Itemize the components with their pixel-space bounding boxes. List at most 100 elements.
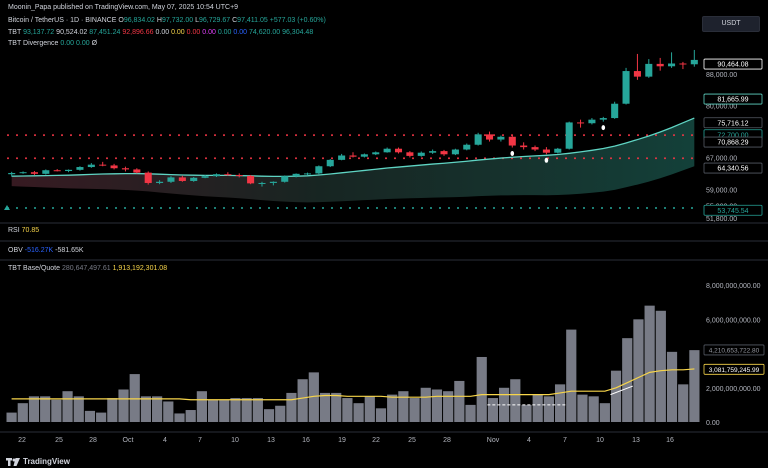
support-dot <box>502 207 504 210</box>
resistance-dot <box>547 134 549 137</box>
support-dot <box>655 207 657 210</box>
time-tick: 16 <box>666 437 674 444</box>
resistance-dot <box>610 157 612 160</box>
support-dot <box>367 207 369 210</box>
resistance-dot <box>79 157 81 160</box>
volume-bar <box>633 319 644 422</box>
publisher-line: Moonin_Papa published on TradingView.com… <box>8 4 239 11</box>
tradingview-brand[interactable]: TradingView <box>6 457 70 466</box>
currency-button[interactable]: USDT <box>702 16 760 32</box>
resistance-dot <box>43 134 45 137</box>
rsi-legend[interactable]: RSI 70.85 <box>8 227 39 234</box>
support-dot <box>142 207 144 210</box>
time-tick: 13 <box>267 437 275 444</box>
volume-bar <box>420 387 431 422</box>
candle-body <box>326 159 334 167</box>
support-dot <box>358 207 360 210</box>
divergence-name[interactable]: TBT Divergence <box>8 40 59 47</box>
volume-bar <box>521 404 532 422</box>
base-quote-legend[interactable]: TBT Base/Quote 280,647,497.61 1,913,192,… <box>8 265 167 272</box>
resistance-dot <box>16 157 18 160</box>
tbt-legend[interactable]: TBT 93,137.72 90,524.02 87,451.24 92,896… <box>8 28 313 37</box>
tbt-value: 0.00 <box>217 29 232 36</box>
support-dot <box>484 207 486 210</box>
candle-body <box>383 148 391 153</box>
symbol-name[interactable]: Bitcoin / TetherUS · 1D · BINANCE <box>8 17 117 24</box>
volume-bar <box>689 350 700 422</box>
resistance-dot <box>646 134 648 137</box>
volume-bar <box>510 379 521 422</box>
support-dot <box>25 207 27 210</box>
candle-body <box>247 175 255 184</box>
volume-bar <box>678 384 689 422</box>
resistance-dot <box>232 157 234 160</box>
price-badge-label: 75,716.12 <box>717 120 748 127</box>
resistance-dot <box>619 157 621 160</box>
support-dot <box>340 207 342 210</box>
resistance-dot <box>628 157 630 160</box>
volume-bar <box>387 394 398 422</box>
candle-body <box>429 151 437 153</box>
obv-legend[interactable]: OBV -516.27K -581.65K <box>8 247 84 254</box>
resistance-dot <box>448 134 450 137</box>
resistance-dot <box>88 134 90 137</box>
support-dot <box>394 207 396 210</box>
support-dot <box>16 207 18 210</box>
tbt-name[interactable]: TBT <box>8 29 22 36</box>
resistance-dot <box>439 134 441 137</box>
resistance-dot <box>241 134 243 137</box>
resistance-dot <box>286 157 288 160</box>
resistance-dot <box>484 134 486 137</box>
resistance-dot <box>88 157 90 160</box>
obv-value: -516.27K <box>24 247 54 254</box>
price-badge <box>703 117 763 129</box>
support-dot <box>52 207 54 210</box>
candle-body <box>622 71 630 104</box>
support-dot <box>196 207 198 210</box>
support-dot <box>556 207 558 210</box>
time-tick: 25 <box>55 437 63 444</box>
candle-body <box>417 152 425 156</box>
tbt-value: 92,896.66 <box>122 29 154 36</box>
rsi-name[interactable]: RSI <box>8 227 20 234</box>
resistance-dot <box>106 157 108 160</box>
volume-bar <box>655 310 666 422</box>
candle-body <box>303 173 312 175</box>
resistance-dot <box>655 157 657 160</box>
resistance-dot <box>682 134 684 137</box>
support-dot <box>601 207 603 210</box>
support-dot <box>61 207 63 210</box>
tbt-value: 93,137.72 <box>23 29 55 36</box>
base-quote-value: 1,913,192,301.08 <box>112 265 168 272</box>
low-value: 96,729.67 <box>199 17 231 24</box>
resistance-dot <box>637 134 639 137</box>
volume-bar <box>554 384 566 422</box>
candle-body <box>679 63 687 65</box>
symbol-legend[interactable]: Bitcoin / TetherUS · 1D · BINANCE O96,83… <box>8 16 326 25</box>
candle-body <box>156 181 164 183</box>
divergence-value: Ø <box>91 40 98 47</box>
obv-name[interactable]: OBV <box>8 247 23 254</box>
resistance-dot <box>187 157 189 160</box>
resistance-dot <box>250 134 252 137</box>
volume-bar <box>62 391 73 422</box>
support-dot <box>160 207 162 210</box>
resistance-dot <box>187 134 189 137</box>
support-dot <box>574 207 576 210</box>
support-dot <box>259 207 261 210</box>
resistance-dot <box>457 134 459 137</box>
candle-body <box>554 148 562 153</box>
candle-body <box>178 177 186 181</box>
support-dot <box>313 207 315 210</box>
divergence-legend[interactable]: TBT Divergence 0.00 0.00 Ø <box>8 39 97 48</box>
candle-body <box>497 136 505 140</box>
resistance-dot <box>106 134 108 137</box>
support-dot <box>619 207 621 210</box>
volume-bar <box>297 379 308 422</box>
volume-bar <box>163 401 174 422</box>
base-quote-name[interactable]: TBT Base/Quote <box>8 265 61 272</box>
support-dot <box>295 207 297 210</box>
tbt-value: 87,451.24 <box>89 29 121 36</box>
price-badge <box>703 93 763 105</box>
